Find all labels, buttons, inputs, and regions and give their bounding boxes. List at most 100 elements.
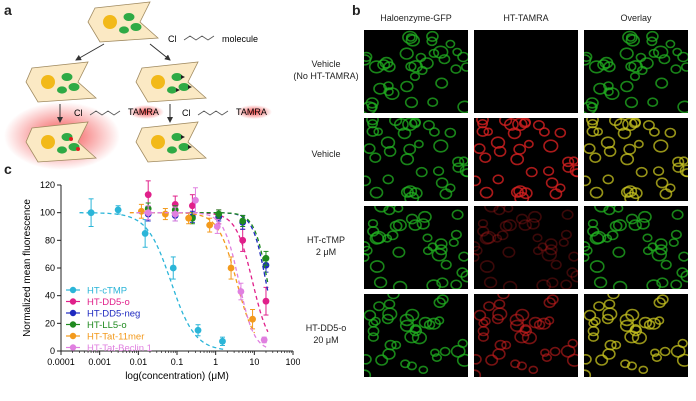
cell-outline [434, 316, 445, 325]
cell-outline [532, 119, 545, 131]
cell-outline [560, 279, 573, 289]
cell-outline [364, 143, 376, 154]
y-tick-label: 120 [40, 180, 55, 190]
data-point [144, 191, 152, 199]
cell-outline [507, 127, 522, 140]
cell-mid-right [135, 61, 207, 103]
cell-outline [461, 168, 468, 178]
cell-outline [476, 126, 490, 137]
cell-outline [525, 166, 538, 178]
cell-outline [474, 309, 487, 321]
legend-label: HT-Tat-11mer [87, 332, 144, 343]
fit-curve-2 [136, 212, 269, 292]
cell-outline [364, 54, 372, 66]
cell-outline [450, 279, 463, 289]
cell-outline [651, 248, 668, 262]
cell-outline [642, 119, 655, 131]
cell-outline [476, 118, 489, 126]
cell-outline [638, 316, 653, 329]
cell-outline [584, 369, 592, 377]
data-point [237, 288, 245, 295]
x-axis-label: log(concentration) (μM) [125, 371, 229, 382]
data-point [114, 206, 122, 214]
cell-outline [483, 276, 498, 289]
cell-outline [660, 259, 672, 270]
cell-outline [377, 59, 391, 71]
cell-outline [497, 294, 510, 300]
cell-outline [604, 87, 620, 100]
cell-outline [426, 279, 442, 289]
cell-outline [626, 361, 638, 371]
data-point [137, 207, 145, 215]
arrows [57, 43, 173, 123]
cell-outline [392, 246, 406, 258]
cell-outline [452, 156, 465, 168]
data-point [188, 202, 196, 210]
cell-mid-left [25, 61, 97, 103]
cell-outline [670, 344, 686, 358]
cell-outline [620, 186, 634, 198]
cell-outline [496, 230, 509, 241]
cell-outline [383, 299, 396, 310]
cell-outline [490, 136, 506, 149]
cell-outline [609, 118, 623, 127]
cell-outline [369, 152, 382, 164]
cell-outline [602, 174, 614, 185]
micrograph-r3-c0 [364, 294, 468, 377]
cell-outline [635, 166, 648, 178]
legend-marker [69, 332, 77, 340]
col-head-tamra: HT-TAMRA [503, 13, 549, 23]
cell-outline [458, 251, 468, 262]
cell-outline [384, 339, 397, 351]
cell-outline [672, 156, 685, 168]
micrograph-image [364, 206, 468, 289]
data-point [141, 230, 149, 237]
cell-outline [366, 118, 379, 126]
cell-outline [364, 309, 377, 321]
nucleus-bottom-right [151, 135, 165, 149]
cell-outline [620, 153, 635, 166]
fit-curve-3 [136, 212, 269, 284]
tamra-label-2: TAMRA [236, 107, 267, 117]
y-tick-label: 80 [45, 235, 55, 245]
cell-outline [638, 210, 652, 223]
row-label-0-line1: Vehicle [311, 59, 341, 69]
data-point [206, 221, 214, 229]
legend-label: HT-LL5-o [87, 320, 127, 331]
micrograph-image [584, 294, 688, 377]
cell-outline [584, 241, 591, 252]
micrograph-r3-c1 [474, 294, 578, 377]
cell-outline [492, 234, 503, 243]
cell-outline [384, 87, 400, 100]
cell-outline [501, 340, 512, 350]
cell-outline [653, 139, 669, 153]
cell-outline [604, 339, 617, 351]
micrograph-r1-c1 [474, 118, 578, 201]
micrograph-r3-c2 [584, 294, 688, 377]
cell-outline [404, 191, 420, 201]
cell-outline [389, 220, 403, 232]
cell-outline [603, 299, 616, 310]
cell-outline [634, 139, 644, 149]
cell-outline [653, 297, 666, 309]
cell-outline [483, 301, 495, 312]
cell-outline [528, 365, 539, 375]
cell-outline [435, 77, 449, 89]
x-tick-label: 0.0001 [47, 357, 75, 367]
cell-outline [457, 51, 468, 63]
cell-outline [646, 279, 662, 289]
cell-outline [478, 318, 489, 328]
cell-outline [566, 267, 578, 278]
cl-label-2: Cl [74, 108, 83, 118]
cell-outline [484, 206, 499, 213]
cell-outline [546, 294, 559, 305]
cell-outline [379, 56, 394, 69]
cell-outline [380, 136, 396, 149]
cell-outline [503, 206, 514, 213]
cell-outline [638, 365, 649, 375]
cell-outline [655, 77, 669, 89]
cell-outline [544, 316, 555, 325]
cell-outline [613, 206, 624, 213]
enzymes-mid-right [167, 73, 190, 94]
data-point [260, 336, 268, 344]
